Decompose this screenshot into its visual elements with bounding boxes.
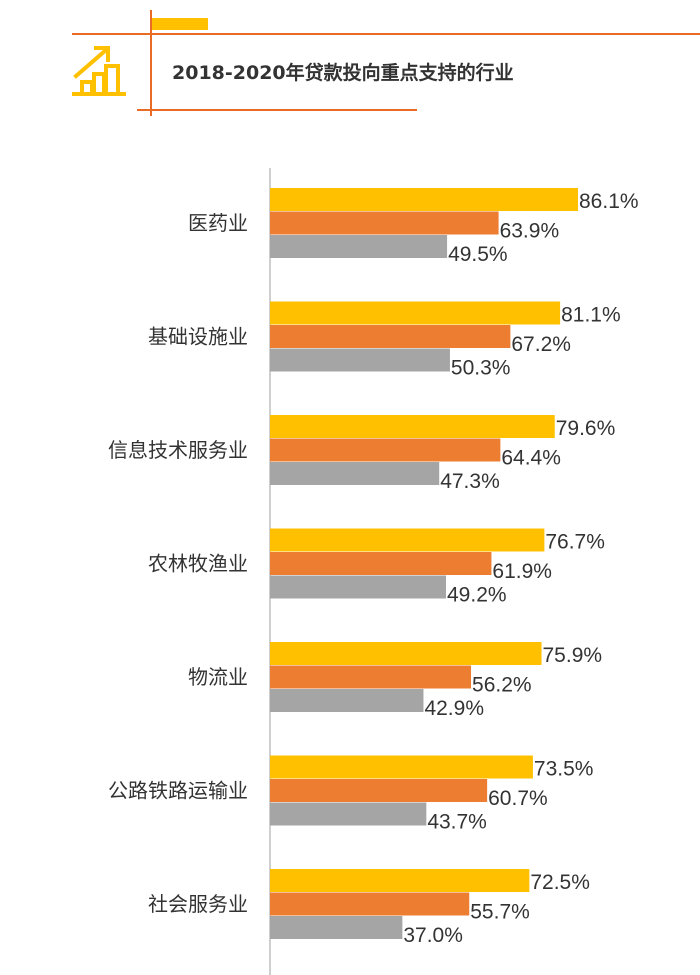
data-label-series-1: 75.9% xyxy=(543,644,603,667)
category-label: 农林牧渔业 xyxy=(148,552,248,576)
data-label-series-1: 86.1% xyxy=(579,190,639,213)
header-accent-bar xyxy=(150,18,208,30)
bar-series-2-医药业 xyxy=(270,211,499,235)
bar-series-2-基础设施业 xyxy=(270,325,511,348)
data-label-series-1: 72.5% xyxy=(530,871,590,894)
bar-series-1-农林牧渔业 xyxy=(270,528,545,552)
bar-series-3-社会服务业 xyxy=(270,916,403,939)
bar-series-2-公路铁路运输业 xyxy=(270,779,488,802)
bar-series-3-信息技术服务业 xyxy=(270,462,440,485)
data-label-series-1: 76.7% xyxy=(545,531,605,554)
bar-series-1-基础设施业 xyxy=(270,301,561,325)
data-label-series-3: 42.9% xyxy=(424,697,484,720)
data-label-series-3: 49.2% xyxy=(447,584,507,607)
page-title: 2018-2020年贷款投向重点支持的行业 xyxy=(172,62,514,84)
bar-series-1-物流业 xyxy=(270,642,542,665)
growth-chart-icon xyxy=(72,46,126,96)
bar-series-3-物流业 xyxy=(270,689,424,712)
data-label-series-2: 55.7% xyxy=(470,901,530,924)
data-label-series-2: 61.9% xyxy=(492,560,552,583)
data-label-series-3: 50.3% xyxy=(451,357,511,380)
category-label: 信息技术服务业 xyxy=(108,438,248,462)
category-label: 社会服务业 xyxy=(148,892,248,916)
bar-series-2-社会服务业 xyxy=(270,892,470,916)
bar-series-3-农林牧渔业 xyxy=(270,575,446,599)
data-label-series-2: 63.9% xyxy=(500,220,560,243)
category-label: 医药业 xyxy=(188,211,248,235)
data-label-series-2: 64.4% xyxy=(501,447,561,470)
bar-series-3-医药业 xyxy=(270,235,448,258)
bar-series-1-信息技术服务业 xyxy=(270,415,555,438)
bar-series-1-社会服务业 xyxy=(270,869,530,892)
category-label: 公路铁路运输业 xyxy=(108,779,248,803)
category-label: 物流业 xyxy=(188,665,248,689)
data-label-series-3: 47.3% xyxy=(440,470,500,493)
bar-series-1-医药业 xyxy=(270,188,578,211)
bar-series-2-物流业 xyxy=(270,665,472,689)
data-label-series-2: 56.2% xyxy=(472,674,532,697)
data-label-series-2: 67.2% xyxy=(511,333,571,356)
data-label-series-3: 37.0% xyxy=(403,924,463,947)
header-divider-top xyxy=(72,33,700,35)
bar-series-3-基础设施业 xyxy=(270,348,450,372)
category-label: 基础设施业 xyxy=(148,325,248,349)
header-divider-vertical xyxy=(150,10,152,116)
bar-series-2-农林牧渔业 xyxy=(270,552,492,575)
data-label-series-1: 81.1% xyxy=(561,304,621,327)
data-label-series-1: 73.5% xyxy=(534,758,594,781)
bar-series-1-公路铁路运输业 xyxy=(270,755,533,779)
bar-series-3-公路铁路运输业 xyxy=(270,802,427,826)
data-label-series-2: 60.7% xyxy=(488,787,548,810)
bar-series-2-信息技术服务业 xyxy=(270,438,501,462)
header-divider-bottom xyxy=(137,109,417,111)
data-label-series-3: 49.5% xyxy=(448,243,508,266)
data-label-series-3: 43.7% xyxy=(427,811,487,834)
data-label-series-1: 79.6% xyxy=(556,417,616,440)
